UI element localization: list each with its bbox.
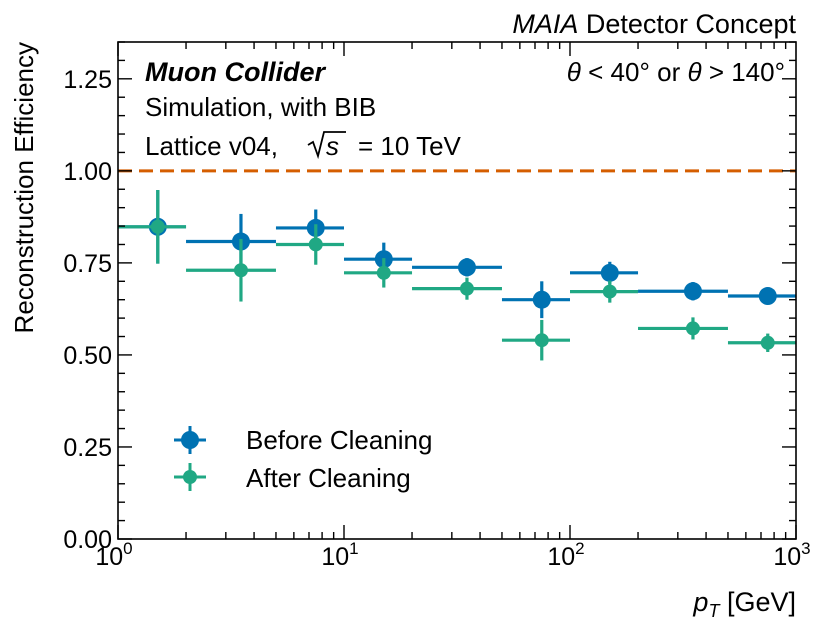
x-tick-label: 101 [321,539,358,571]
annotation-simulation: Simulation, with BIB [145,92,376,122]
annotation-muon-collider: Muon Collider [145,57,326,87]
data-point [602,284,617,299]
data-point [532,290,551,309]
y-tick-labels: 0.00 0.25 0.50 0.75 1.00 1.25 [63,66,112,554]
sqrt-s: s [326,131,339,161]
x-tick-labels: 100 101 102 103 [95,539,810,571]
legend-dot [181,431,199,449]
y-tick-label: 0.75 [63,250,112,278]
data-marks [118,189,796,361]
data-point [760,335,775,350]
title-suffix: Detector Concept [586,9,797,39]
data-point [233,263,248,278]
series-before-cleaning [118,189,796,319]
data-point [758,287,777,306]
data-point [150,219,165,234]
axis-ticks [117,41,797,540]
x-tick-label: 100 [95,539,132,571]
x-tick-label: 103 [773,539,810,571]
y-axis-label: Reconstruction Efficiency [9,42,39,333]
y-tick-label: 0.00 [63,526,112,554]
annotation-lattice: Lattice v04, [145,131,278,161]
sqrt-radical [307,131,346,160]
legend-label-after-cleaning: After Cleaning [246,463,411,493]
x-axis-label: pT [GeV] [692,587,796,621]
y-tick-label: 1.25 [63,66,112,94]
data-point [376,265,391,280]
experiment-label: MAIA [512,9,578,39]
y-tick-label: 0.50 [63,342,112,370]
data-point [534,333,549,348]
y-tick-label: 0.25 [63,434,112,462]
data-point [683,282,702,301]
x-tick-label: 102 [547,539,584,571]
data-point [457,258,476,277]
annotation-energy: = 10 TeV [358,131,462,161]
legend-marker-before-cleaning [174,426,206,454]
data-point [459,281,474,296]
series-after-cleaning [118,189,796,361]
plot-frame [117,41,797,540]
sqrt-symbol: s [307,131,346,161]
y-tick-label: 1.00 [63,158,112,186]
chart-title: MAIA Detector Concept [512,9,796,39]
legend-label-before-cleaning: Before Cleaning [246,425,432,455]
data-point [685,321,700,336]
legend-marker-after-cleaning [174,463,206,491]
data-point [308,237,323,252]
legend: Before Cleaning After Cleaning [174,425,432,493]
data-point [600,263,619,282]
legend-dot [183,470,197,484]
annotation-theta-cut: θ < 40° or θ > 140° [567,57,785,87]
